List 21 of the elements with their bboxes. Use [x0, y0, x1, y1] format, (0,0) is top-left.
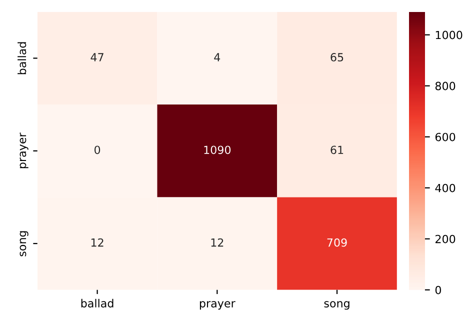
data-label: 709	[327, 238, 347, 247]
x-tick-label: ballad	[81, 298, 114, 308]
x-tick-label: prayer	[200, 301, 236, 310]
data-label: 47	[90, 53, 104, 62]
data-label: 12	[91, 238, 104, 247]
data-label: 4	[214, 53, 220, 62]
data-label: 0	[94, 146, 100, 154]
data-label: 61	[330, 146, 344, 154]
y-tick-label: prayer	[20, 132, 28, 168]
data-label: 1090	[204, 146, 231, 154]
color-bar-label: 800	[435, 82, 456, 90]
color-bar-label: 0	[435, 286, 442, 294]
color-bar-label: 200	[436, 234, 456, 244]
data-label: 12	[211, 238, 224, 247]
color-bar-label: 400	[435, 184, 456, 192]
y-tick-label: ballad	[18, 42, 26, 74]
color-bar-label: 600	[435, 132, 456, 142]
y-tick-label: song	[20, 231, 28, 256]
data-label: 65	[330, 53, 344, 62]
color-bar-label: 1000	[436, 30, 462, 40]
x-tick-label: song	[324, 301, 350, 310]
